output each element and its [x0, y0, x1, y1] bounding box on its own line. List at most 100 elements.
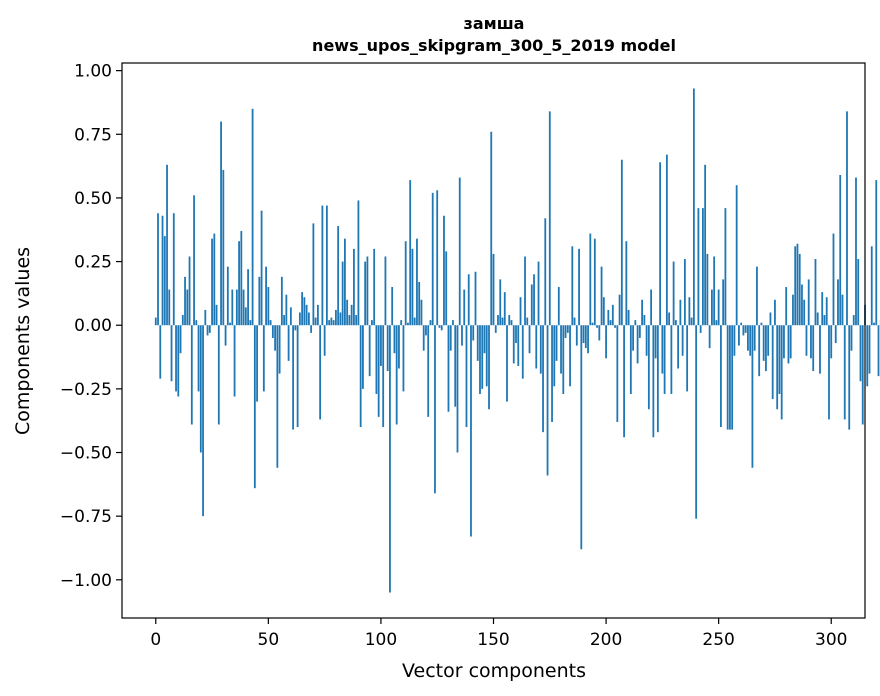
- bar: [839, 175, 842, 326]
- bar: [355, 315, 358, 326]
- bar: [819, 325, 821, 374]
- bar: [440, 325, 443, 331]
- bar: [789, 325, 792, 359]
- bar: [641, 299, 643, 326]
- y-tick-label: 1.00: [74, 62, 112, 82]
- bar: [267, 287, 270, 326]
- bar: [154, 317, 157, 326]
- x-tick-label: 300: [815, 630, 847, 650]
- x-axis-label: Vector components: [402, 660, 586, 682]
- bar: [323, 325, 326, 356]
- bar: [711, 289, 713, 326]
- x-axis-ticks: 0 50 100 150 200 250 300: [150, 618, 847, 650]
- bar: [508, 315, 511, 326]
- bar: [602, 297, 605, 326]
- bar: [607, 309, 610, 326]
- y-tick-label: −0.75: [60, 507, 112, 527]
- bar: [632, 325, 634, 351]
- bar: [346, 299, 349, 326]
- bar: [758, 325, 761, 377]
- bar: [855, 177, 857, 326]
- bar: [413, 317, 416, 326]
- bar: [859, 325, 862, 382]
- bar: [740, 322, 743, 326]
- bar: [501, 317, 504, 326]
- bar: [420, 299, 423, 326]
- bar: [515, 325, 517, 344]
- bar: [474, 271, 477, 326]
- bar: [389, 325, 391, 593]
- bar: [170, 325, 173, 382]
- bar: [846, 111, 848, 326]
- bar: [598, 325, 601, 341]
- bar: [729, 325, 731, 430]
- bar: [179, 325, 182, 354]
- bar: [663, 325, 666, 394]
- bar: [805, 325, 808, 356]
- bar: [562, 325, 565, 394]
- bar: [742, 325, 745, 336]
- bar: [738, 325, 740, 346]
- bar: [427, 325, 430, 417]
- bar: [767, 325, 770, 356]
- bar: [870, 246, 873, 326]
- bar: [765, 325, 767, 372]
- chart-subtitle: news_upos_skipgram_300_5_2019 model: [312, 36, 676, 55]
- bar: [591, 322, 594, 326]
- bar: [850, 325, 853, 351]
- bar: [837, 279, 839, 326]
- bar: [774, 299, 776, 326]
- bar: [395, 325, 398, 425]
- bar: [226, 266, 229, 326]
- bar: [798, 253, 801, 326]
- bar: [692, 88, 695, 326]
- bar: [278, 325, 281, 374]
- bar: [575, 325, 578, 346]
- bar: [679, 299, 682, 326]
- bar: [735, 185, 738, 326]
- bar: [528, 325, 531, 354]
- bar: [411, 248, 414, 326]
- bar: [557, 287, 560, 326]
- bar: [569, 325, 571, 387]
- bar: [366, 256, 369, 326]
- bar: [400, 320, 403, 326]
- bar: [479, 325, 481, 394]
- bar: [175, 325, 177, 392]
- bar: [492, 253, 495, 326]
- bar: [652, 325, 655, 438]
- bar: [229, 322, 231, 326]
- bar: [425, 325, 427, 336]
- bar: [357, 200, 360, 326]
- bar: [722, 279, 725, 326]
- bar: [643, 315, 646, 326]
- bar: [778, 325, 781, 394]
- bar: [321, 205, 324, 326]
- bar: [582, 325, 585, 344]
- bar: [274, 325, 276, 351]
- bar: [589, 233, 592, 326]
- bar: [625, 241, 628, 326]
- bar: [341, 261, 344, 326]
- bar: [287, 325, 290, 361]
- bar: [810, 325, 812, 359]
- bar: [634, 320, 637, 326]
- bar: [434, 325, 436, 494]
- bar: [177, 325, 180, 397]
- bar: [546, 325, 549, 476]
- bar: [199, 325, 202, 453]
- bar: [470, 325, 472, 537]
- bar: [609, 320, 612, 326]
- bar: [186, 289, 189, 326]
- bar: [195, 320, 198, 326]
- bar: [533, 274, 535, 326]
- bar: [699, 325, 702, 333]
- bar: [828, 325, 830, 420]
- bar: [517, 325, 520, 366]
- bar: [213, 233, 216, 326]
- bar: [584, 325, 587, 349]
- bar: [362, 325, 364, 389]
- bar: [614, 325, 616, 328]
- bar: [402, 325, 405, 392]
